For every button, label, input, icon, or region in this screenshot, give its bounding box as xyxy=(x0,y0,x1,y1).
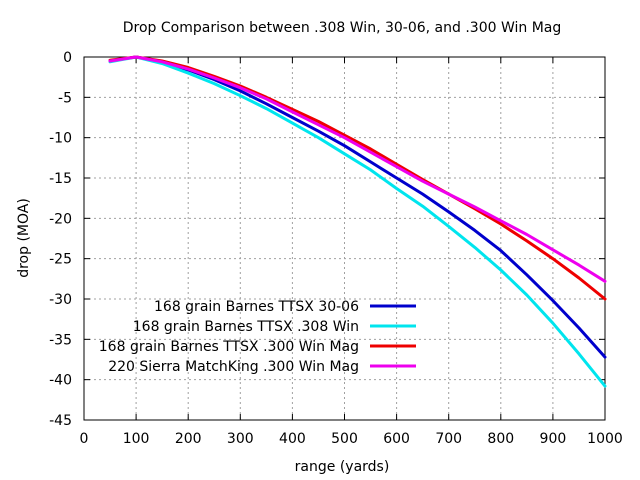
legend: 168 grain Barnes TTSX 30-06 168 grain Bar… xyxy=(99,299,416,375)
series-line-2 xyxy=(108,55,607,388)
y-tick-label: -40 xyxy=(49,373,72,389)
x-tick-label: 700 xyxy=(435,431,462,447)
y-tick-label: -30 xyxy=(49,292,72,308)
series-line-4 xyxy=(108,55,607,283)
y-tick-label: -5 xyxy=(58,90,72,106)
x-tick-label: 400 xyxy=(279,431,306,447)
x-tick-label: 100 xyxy=(123,431,150,447)
series-lines xyxy=(108,55,607,388)
x-tick-label: 200 xyxy=(175,431,202,447)
y-tick-label: 0 xyxy=(63,50,72,66)
x-tick-label: 600 xyxy=(383,431,410,447)
legend-label: 168 grain Barnes TTSX 30-06 xyxy=(154,299,359,315)
x-tick-label: 900 xyxy=(540,431,567,447)
y-axis-label: drop (MOA) xyxy=(16,198,32,278)
legend-label: 220 Sierra MatchKing .300 Win Mag xyxy=(108,359,359,375)
y-tick-label: -45 xyxy=(49,413,72,429)
x-axis-label: range (yards) xyxy=(295,459,390,475)
y-tick-label: -20 xyxy=(49,211,72,227)
x-tick-label: 800 xyxy=(487,431,514,447)
x-tick-label: 1000 xyxy=(587,431,623,447)
legend-label: 168 grain Barnes TTSX .308 Win xyxy=(133,319,359,335)
y-tick-label: -10 xyxy=(49,131,72,147)
axis-ticks: 0 100 200 300 400 500 600 700 800 900 1000 0 -5 -10 -1… xyxy=(49,50,623,447)
y-tick-label: -15 xyxy=(49,171,72,187)
y-tick-label: -25 xyxy=(49,252,72,268)
x-tick-label: 500 xyxy=(331,431,358,447)
chart-title: Drop Comparison between .308 Win, 30-06,… xyxy=(123,20,562,36)
x-tick-label: 300 xyxy=(227,431,254,447)
x-tick-label: 0 xyxy=(80,431,89,447)
series-line-3 xyxy=(108,55,607,301)
legend-label: 168 grain Barnes TTSX .300 Win Mag xyxy=(99,339,359,355)
y-tick-label: -35 xyxy=(49,332,72,348)
